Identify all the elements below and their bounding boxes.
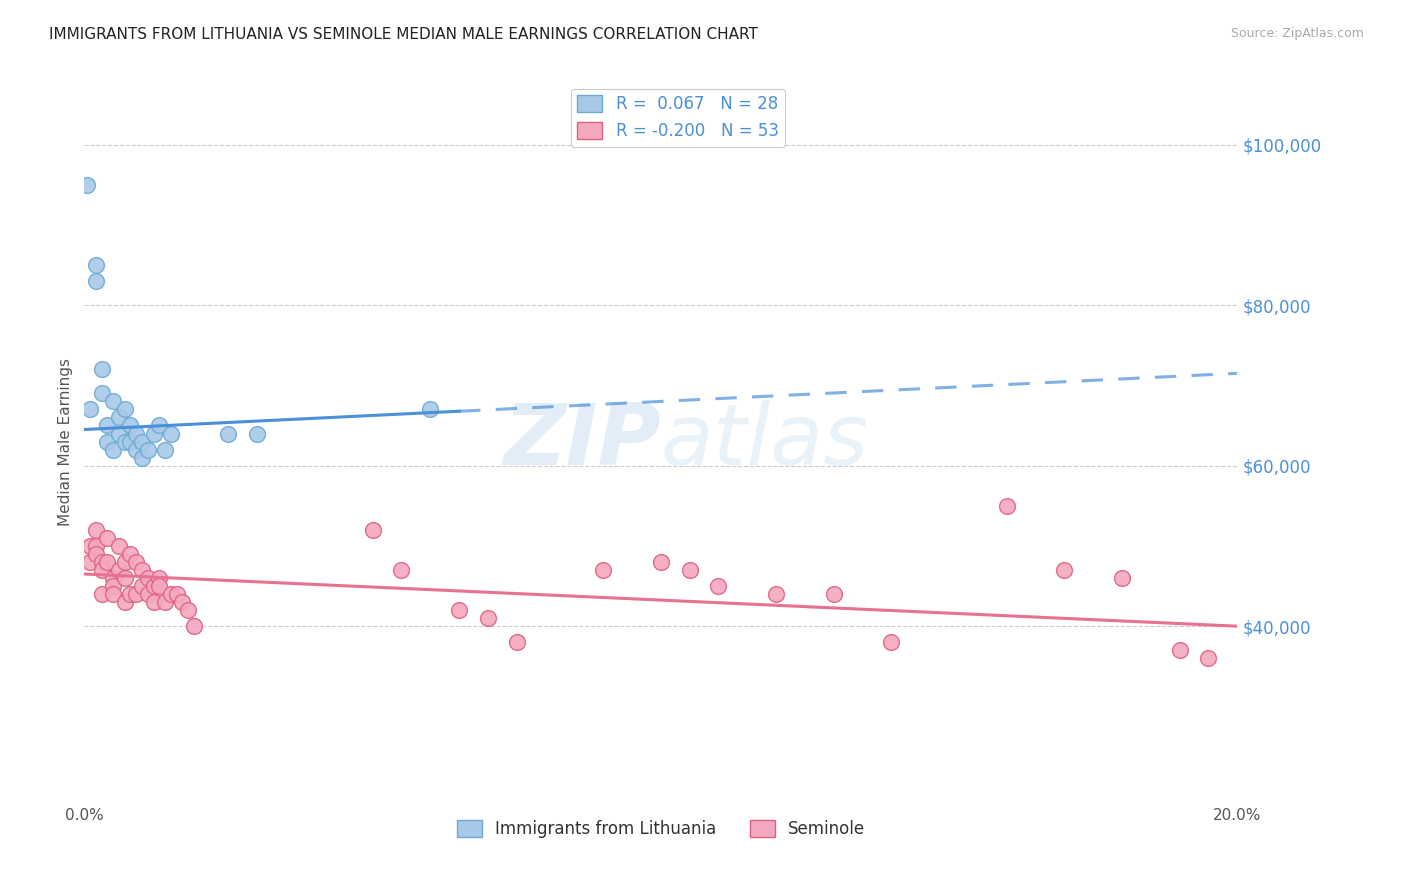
Point (592, 563, 614, 577)
Point (120, 418, 142, 433)
Point (650, 555, 672, 569)
Text: IMMIGRANTS FROM LITHUANIA VS SEMINOLE MEDIAN MALE EARNINGS CORRELATION CHART: IMMIGRANTS FROM LITHUANIA VS SEMINOLE ME… (49, 27, 758, 42)
Point (108, 563, 131, 577)
Point (103, 571, 124, 585)
Point (108, 539, 131, 553)
Point (765, 587, 787, 601)
Text: atlas: atlas (661, 400, 869, 483)
Point (679, 563, 702, 577)
Point (96, 434, 118, 449)
Point (449, 603, 471, 617)
Point (131, 450, 153, 465)
Point (142, 426, 165, 441)
Point (76, 178, 98, 192)
Point (125, 442, 148, 457)
Point (120, 434, 142, 449)
Legend: Immigrants from Lithuania, Seminole: Immigrants from Lithuania, Seminole (450, 814, 872, 845)
Point (148, 579, 170, 593)
Point (142, 579, 165, 593)
Text: ZIP: ZIP (503, 400, 661, 483)
Point (177, 603, 200, 617)
Point (103, 587, 124, 601)
Point (419, 402, 441, 417)
Point (84, 539, 107, 553)
Point (84, 523, 107, 537)
Point (90, 362, 112, 376)
Point (84, 547, 107, 561)
Point (172, 595, 194, 609)
Point (114, 571, 136, 585)
Point (391, 563, 413, 577)
Point (160, 587, 183, 601)
Point (218, 426, 240, 441)
Point (880, 635, 903, 649)
Point (79, 555, 101, 569)
Point (136, 587, 159, 601)
Text: Source: ZipAtlas.com: Source: ZipAtlas.com (1230, 27, 1364, 40)
Point (995, 499, 1018, 513)
Point (131, 563, 153, 577)
Point (79, 402, 101, 417)
Point (108, 426, 131, 441)
Point (142, 595, 165, 609)
Point (823, 587, 845, 601)
Point (131, 579, 153, 593)
Point (1168, 643, 1191, 657)
Point (131, 434, 153, 449)
Point (114, 555, 136, 569)
Point (246, 426, 269, 441)
Point (125, 426, 148, 441)
Point (103, 442, 124, 457)
Point (125, 587, 148, 601)
Point (148, 571, 170, 585)
Point (1198, 651, 1220, 665)
Y-axis label: Median Male Earnings: Median Male Earnings (58, 358, 73, 525)
Point (160, 426, 183, 441)
Point (114, 434, 136, 449)
Point (120, 547, 142, 561)
Point (84, 258, 107, 272)
Point (120, 587, 142, 601)
Point (114, 595, 136, 609)
Point (148, 418, 170, 433)
Point (90, 587, 112, 601)
Point (1053, 563, 1076, 577)
Point (477, 611, 499, 625)
Point (90, 555, 112, 569)
Point (90, 563, 112, 577)
Point (707, 579, 730, 593)
Point (114, 402, 136, 417)
Point (361, 523, 384, 537)
Point (79, 539, 101, 553)
Point (103, 579, 124, 593)
Point (108, 410, 131, 425)
Point (96, 418, 118, 433)
Point (166, 587, 188, 601)
Point (1111, 571, 1133, 585)
Point (84, 274, 107, 288)
Point (153, 595, 176, 609)
Point (506, 635, 529, 649)
Point (153, 442, 176, 457)
Point (96, 531, 118, 545)
Point (183, 619, 205, 633)
Point (125, 555, 148, 569)
Point (136, 571, 159, 585)
Point (136, 442, 159, 457)
Point (90, 386, 112, 401)
Point (96, 555, 118, 569)
Point (103, 394, 124, 409)
